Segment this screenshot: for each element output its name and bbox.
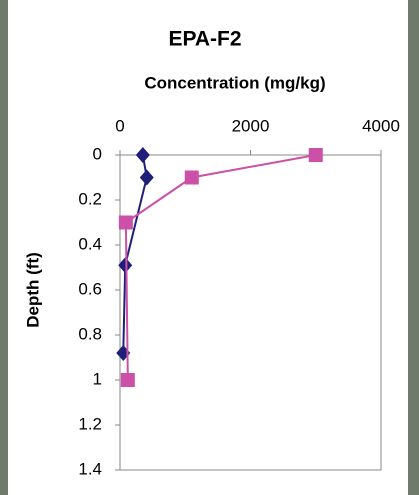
marker-square bbox=[118, 215, 133, 230]
chart-title: EPA-F2 bbox=[168, 28, 241, 51]
x-tick-label: 4000 bbox=[362, 116, 400, 135]
y-tick-label: 1.2 bbox=[78, 414, 102, 433]
y-tick-label: 1 bbox=[93, 369, 102, 388]
x-axis-label: Concentration (mg/kg) bbox=[144, 73, 325, 92]
y-tick-label: 0.4 bbox=[78, 234, 102, 253]
marker-diamond bbox=[139, 169, 154, 186]
y-axis-label: Depth (ft) bbox=[23, 252, 42, 328]
y-tick-label: 0.2 bbox=[78, 189, 102, 208]
marker-square bbox=[308, 148, 323, 162]
marker-square bbox=[120, 373, 135, 387]
chart-background bbox=[8, 0, 408, 495]
marker-diamond bbox=[135, 147, 150, 163]
y-tick-label: 0.8 bbox=[78, 324, 102, 343]
x-tick-label: 2000 bbox=[232, 116, 270, 135]
series-line bbox=[124, 154, 316, 381]
y-tick-label: 0.6 bbox=[78, 279, 102, 298]
series-line bbox=[122, 154, 148, 354]
y-tick-label: 1.4 bbox=[78, 459, 102, 478]
x-tick-label: 0 bbox=[115, 116, 124, 135]
marker-diamond bbox=[118, 257, 133, 274]
marker-square bbox=[184, 170, 199, 185]
y-tick-label: 0 bbox=[93, 144, 102, 163]
